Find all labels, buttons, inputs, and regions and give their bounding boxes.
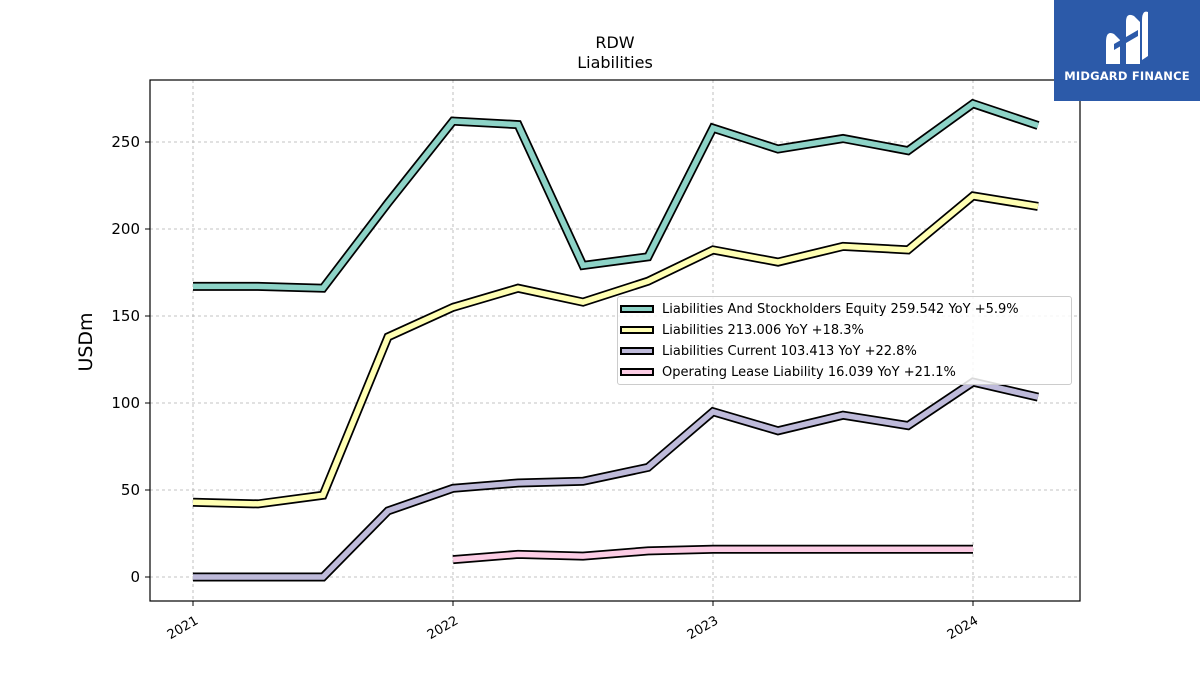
series-line — [193, 100, 1039, 291]
y-tick-label: 200 — [111, 220, 140, 238]
legend-item: Liabilities And Stockholders Equity 259.… — [620, 301, 1019, 317]
axes — [149, 79, 1081, 602]
legend-label: Operating Lease Liability 16.039 YoY +21… — [662, 364, 956, 380]
chart-subtitle: Liabilities — [577, 53, 653, 72]
y-axis-label: USDm — [75, 312, 97, 371]
legend-swatch — [620, 368, 654, 376]
legend: Liabilities And Stockholders Equity 259.… — [617, 296, 1072, 385]
y-tick-label: 150 — [111, 307, 140, 325]
series-line — [452, 546, 973, 563]
legend-item: Liabilities 213.006 YoY +18.3% — [620, 322, 864, 338]
x-tick-label: 2024 — [945, 613, 981, 643]
x-tick-label: 2022 — [425, 613, 461, 643]
legend-label: Liabilities Current 103.413 YoY +22.8% — [662, 343, 917, 359]
legend-swatch — [620, 326, 654, 334]
legend-swatch — [620, 347, 654, 355]
x-tick-label: 2023 — [685, 613, 721, 643]
chart-title: RDW — [595, 33, 634, 52]
brand-logo: MIDGARD FINANCE — [1054, 0, 1200, 101]
series-line — [193, 379, 1039, 580]
logo-mark-icon — [1106, 11, 1148, 64]
y-tick-label: 100 — [111, 394, 140, 412]
y-tick-label: 0 — [130, 568, 140, 586]
legend-item: Liabilities Current 103.413 YoY +22.8% — [620, 343, 917, 359]
y-tick-label: 50 — [121, 481, 140, 499]
x-ticks: 2021 2022 2023 2024 — [165, 601, 981, 643]
legend-label: Liabilities And Stockholders Equity 259.… — [662, 301, 1019, 317]
y-tick-label: 250 — [111, 133, 140, 151]
y-ticks: 0 50 100 150 200 250 — [111, 133, 150, 586]
legend-item: Operating Lease Liability 16.039 YoY +21… — [620, 364, 956, 380]
x-tick-label: 2021 — [165, 613, 201, 643]
logo-text: MIDGARD FINANCE — [1064, 69, 1190, 83]
legend-swatch — [620, 305, 654, 313]
series-lines — [192, 98, 1040, 582]
series-line — [192, 192, 1039, 507]
legend-label: Liabilities 213.006 YoY +18.3% — [662, 322, 864, 338]
plot-frame — [149, 79, 1081, 602]
